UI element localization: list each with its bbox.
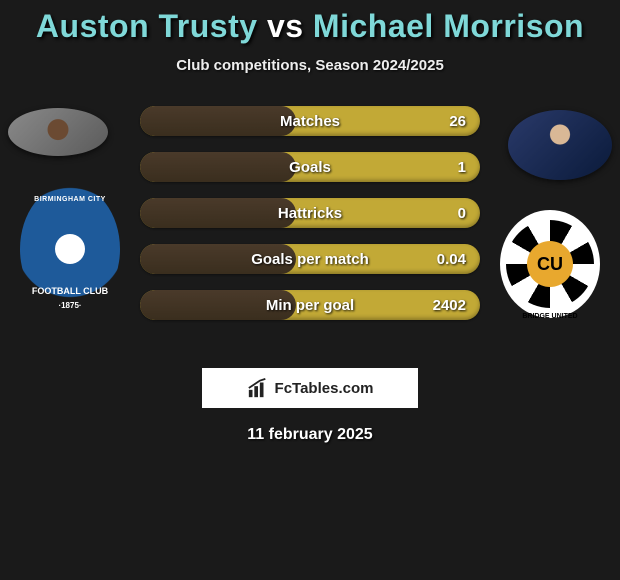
club1-sub: FOOTBALL CLUB [32,286,108,296]
player1-avatar [8,108,108,156]
stat-value: 0 [458,198,466,228]
club2-arc: BRIDGE UNITED [500,313,600,320]
stat-label: Goals [140,152,480,182]
stat-row-matches: Matches 26 [140,106,480,136]
stripes-icon: CU [506,220,594,308]
player2-club-badge: CU BRIDGE UNITED [500,210,600,318]
club1-name: BIRMINGHAM CITY [34,196,106,203]
stat-label: Min per goal [140,290,480,320]
stat-value: 26 [449,106,466,136]
page-title: Auston Trusty vs Michael Morrison [0,8,620,45]
stat-label: Hattricks [140,198,480,228]
player1-club-badge: BIRMINGHAM CITY FOOTBALL CLUB ·1875· [20,184,120,314]
brand-text: FcTables.com [275,380,374,397]
stat-row-hattricks: Hattricks 0 [140,198,480,228]
stat-value: 1 [458,152,466,182]
stat-value: 0.04 [437,244,466,274]
player2-name: Michael Morrison [313,8,584,44]
stat-bars: Matches 26 Goals 1 Hattricks 0 Goals per… [140,106,480,336]
stat-row-mpg: Min per goal 2402 [140,290,480,320]
ball-icon [55,234,85,264]
chart-icon [247,377,269,399]
comparison-panel: BIRMINGHAM CITY FOOTBALL CLUB ·1875· CU … [0,102,620,362]
club2-abbrev: CU [527,241,573,287]
root: Auston Trusty vs Michael Morrison Club c… [0,0,620,444]
stat-row-gpm: Goals per match 0.04 [140,244,480,274]
subtitle: Club competitions, Season 2024/2025 [0,57,620,74]
player2-avatar [508,110,612,180]
stat-label: Matches [140,106,480,136]
vs-text: vs [267,8,304,44]
stat-label: Goals per match [140,244,480,274]
stat-value: 2402 [433,290,466,320]
date-text: 11 february 2025 [0,426,620,444]
player1-name: Auston Trusty [36,8,258,44]
brand-box: FcTables.com [202,368,418,408]
club1-year: ·1875· [58,301,81,310]
stat-row-goals: Goals 1 [140,152,480,182]
